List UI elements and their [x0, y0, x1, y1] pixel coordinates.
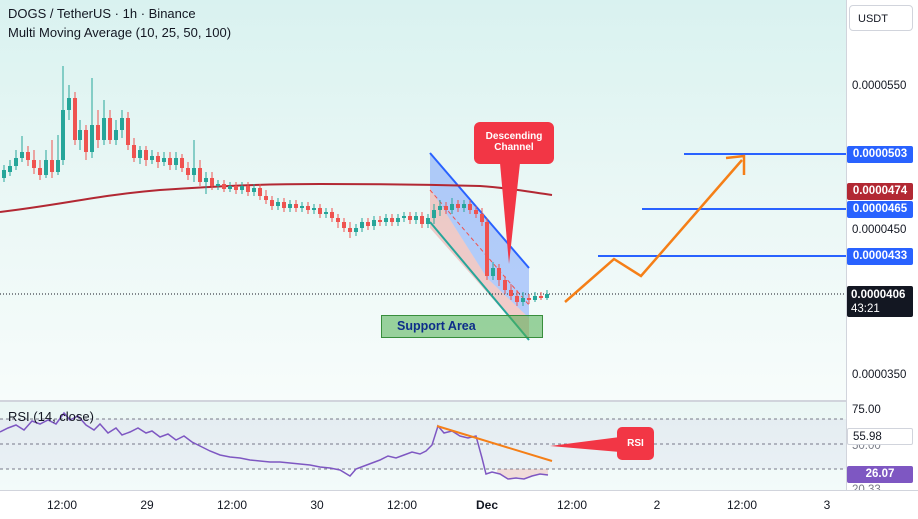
time-label: 12:00	[216, 498, 248, 512]
support-area-box[interactable]: Support Area	[381, 315, 543, 338]
price-tag-target-1: 0.0000503	[847, 146, 913, 163]
price-tick-450: 0.0000450	[852, 224, 907, 236]
time-label: 12:00	[726, 498, 758, 512]
time-label: 30	[310, 498, 324, 512]
time-label: 12:00	[386, 498, 418, 512]
rsi-legend[interactable]: RSI (14, close)	[8, 409, 94, 424]
time-label: 29	[140, 498, 154, 512]
channel-mid-line	[429, 189, 530, 306]
rsi-pane[interactable]	[0, 402, 846, 490]
time-label: 12:00	[46, 498, 78, 512]
indicator-legend[interactable]: Multi Moving Average (10, 25, 50, 100)	[8, 25, 232, 40]
last-price-value: 0.0000406	[851, 289, 906, 301]
projection-arrowhead	[725, 154, 746, 175]
time-label: Dec	[475, 498, 499, 512]
channel-top-line	[429, 152, 530, 269]
time-label: 3	[823, 498, 831, 512]
rsi-callout[interactable]: RSI	[617, 427, 654, 460]
rsi-oversold-fill	[497, 469, 548, 480]
price-tag-moving-average: 0.0000474	[847, 183, 913, 200]
rsi-current-value: 55.98	[847, 428, 913, 445]
price-tag-target-2: 0.0000465	[847, 201, 913, 218]
bar-countdown: 43:21	[851, 303, 880, 315]
price-tag-target-3: 0.0000433	[847, 248, 913, 265]
price-axis[interactable]	[846, 0, 918, 490]
candlesticks	[2, 66, 549, 306]
rsi-tick-upper: 75.00	[852, 404, 881, 416]
last-price-tag: 0.0000406 43:21	[847, 286, 913, 317]
projection-arrow	[564, 159, 743, 303]
rsi-tick-bottom: 20.33	[852, 484, 881, 490]
currency-button[interactable]: USDT	[849, 5, 913, 31]
rsi-lower-tag: 26.07	[847, 466, 913, 483]
rsi-line	[0, 411, 549, 480]
rsi-band-fill	[0, 419, 846, 469]
time-axis[interactable]	[0, 490, 918, 519]
rsi-callout-pointer	[550, 437, 620, 452]
channel-callout-pointer	[500, 163, 520, 264]
rsi-divergence-line	[436, 425, 553, 462]
channel-fill-lower	[430, 188, 529, 340]
price-tick-550: 0.0000550	[852, 80, 907, 92]
price-tick-350: 0.0000350	[852, 369, 907, 381]
time-label: 2	[653, 498, 661, 512]
moving-average-line	[0, 182, 553, 213]
time-label: 12:00	[556, 498, 588, 512]
symbol-legend[interactable]: DOGS / TetherUS · 1h · Binance	[8, 6, 196, 21]
chart-drawing	[0, 66, 846, 480]
pane-divider[interactable]	[0, 400, 846, 402]
descending-channel-callout[interactable]: Descending Channel	[474, 122, 554, 164]
